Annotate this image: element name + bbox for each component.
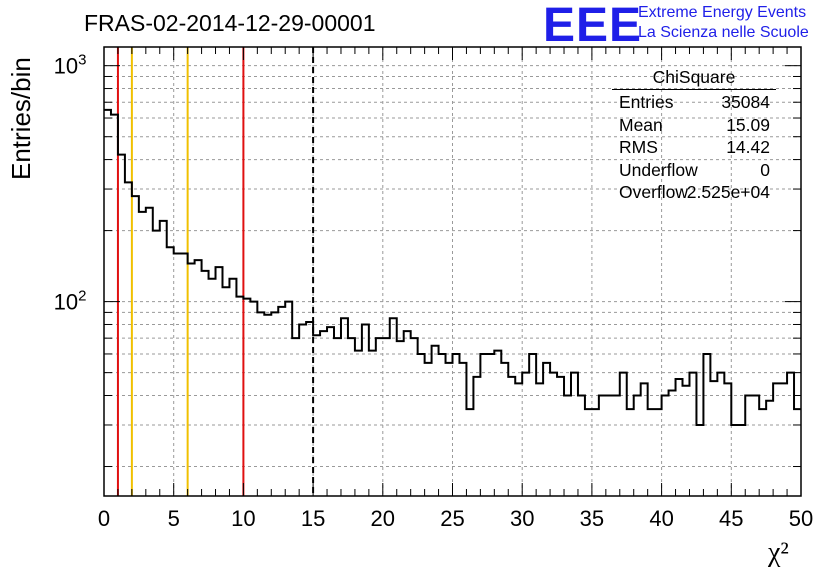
stats-row: Overflow 2.525e+04	[612, 182, 776, 205]
x-tick-label: 50	[789, 506, 813, 531]
x-axis-ticks: 0 5 10 15 20 25 30 35 40 45 50	[98, 47, 813, 531]
y-axis-ticks: 102 103	[54, 52, 801, 468]
x-tick-label: 20	[371, 506, 395, 531]
stats-value: 0	[760, 159, 770, 180]
stats-row: Underflow 0	[612, 160, 776, 183]
eee-logo-line1: Extreme Energy Events	[638, 4, 807, 21]
x-tick-label: 15	[301, 506, 325, 531]
stats-name: ChiSquare	[612, 67, 776, 90]
stats-row: RMS 14.42	[612, 137, 776, 160]
stats-key: Entries	[619, 92, 674, 112]
chart-title: FRAS-02-2014-12-29-00001	[84, 10, 376, 36]
stats-value: 14.42	[726, 137, 770, 157]
x-tick-label: 45	[719, 506, 743, 531]
eee-logo-mark: EEE	[543, 0, 643, 52]
stats-value: 2.525e+04	[686, 182, 770, 202]
grid-lines	[104, 47, 801, 496]
stats-box: ChiSquare Entries 35084 Mean 15.09 RMS 1…	[612, 67, 776, 205]
x-tick-label: 35	[580, 506, 604, 531]
stats-row: Entries 35084	[612, 92, 776, 115]
x-tick-label: 5	[168, 506, 180, 531]
stats-key: RMS	[619, 137, 658, 157]
stats-value: 35084	[721, 92, 770, 112]
y-tick-label: 102	[54, 288, 87, 315]
x-tick-label: 30	[510, 506, 534, 531]
stats-key: Overflow	[619, 182, 689, 202]
y-tick-label: 103	[54, 52, 87, 79]
stats-key: Underflow	[619, 159, 698, 180]
eee-logo-line2: La Scienza nelle Scuole	[638, 24, 809, 41]
stats-value: 15.09	[726, 114, 770, 135]
stats-row: Mean 15.09	[612, 115, 776, 138]
x-tick-label: 25	[440, 506, 464, 531]
y-axis-label: Entries/bin	[6, 57, 36, 180]
x-axis-label: χ²	[768, 537, 789, 568]
histogram-line	[104, 108, 801, 426]
histogram-series	[104, 108, 801, 426]
stats-key: Mean	[619, 114, 663, 135]
x-tick-label: 40	[649, 506, 673, 531]
x-tick-label: 0	[98, 506, 110, 531]
x-tick-label: 10	[231, 506, 255, 531]
